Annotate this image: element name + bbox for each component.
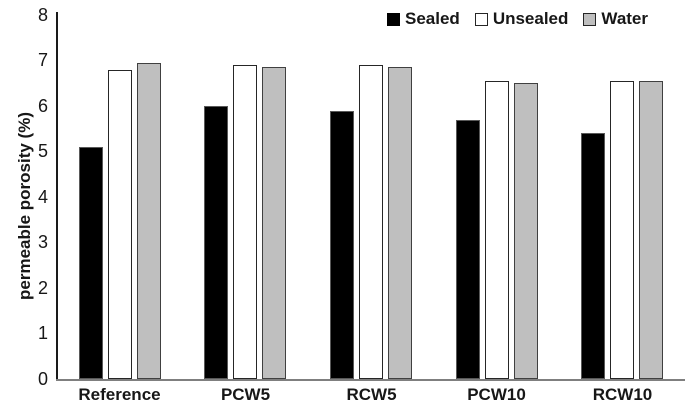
bar-unsealed-pcw10 — [485, 81, 509, 379]
y-axis-line — [56, 12, 58, 381]
legend-label-water: Water — [601, 9, 649, 28]
legend-label-sealed: Sealed — [405, 9, 460, 28]
y-tick-label-8: 8 — [37, 5, 48, 25]
bar-sealed-reference — [79, 147, 103, 379]
x-label-rcw10: RCW10 — [592, 385, 653, 404]
y-tick-label-2: 2 — [37, 278, 48, 298]
y-tick-label-4: 4 — [37, 187, 48, 207]
legend-item-unsealed: Unsealed — [474, 9, 569, 29]
y-tick-label-7: 7 — [37, 50, 48, 70]
bar-sealed-rcw5 — [330, 111, 354, 379]
bar-water-rcw10 — [639, 81, 663, 379]
y-tick-label-1: 1 — [37, 323, 48, 343]
legend-swatch-water-icon — [583, 12, 597, 26]
x-axis-line — [56, 379, 685, 381]
bar-sealed-pcw10 — [456, 120, 480, 379]
bar-group-pcw5 — [204, 65, 286, 379]
bar-sealed-rcw10 — [581, 133, 605, 379]
bar-unsealed-reference — [108, 70, 132, 379]
bar-water-pcw10 — [514, 83, 538, 379]
legend-label-unsealed: Unsealed — [492, 9, 569, 28]
x-label-pcw5: PCW5 — [220, 385, 271, 404]
bar-water-rcw5 — [388, 67, 412, 379]
legend-item-water: Water — [583, 9, 648, 29]
legend-item-sealed: Sealed — [387, 9, 460, 29]
bar-group-pcw10 — [456, 81, 538, 379]
bar-unsealed-rcw5 — [359, 65, 383, 379]
bar-unsealed-pcw5 — [233, 65, 257, 379]
bar-water-reference — [137, 63, 161, 379]
bar-sealed-pcw5 — [204, 106, 228, 379]
legend: Sealed Unsealed Water — [387, 9, 648, 29]
bar-water-pcw5 — [262, 67, 286, 379]
x-label-pcw10: PCW10 — [467, 385, 526, 404]
y-tick-label-3: 3 — [37, 232, 48, 252]
y-tick-label-5: 5 — [37, 141, 48, 161]
bar-group-reference — [79, 63, 161, 379]
y-tick-label-6: 6 — [37, 96, 48, 116]
x-label-rcw5: RCW5 — [346, 385, 397, 404]
bar-unsealed-rcw10 — [610, 81, 634, 379]
x-label-reference: Reference — [78, 385, 161, 404]
legend-swatch-unsealed-icon — [474, 12, 488, 26]
y-tick-label-0: 0 — [37, 369, 48, 389]
bar-group-rcw10 — [581, 81, 663, 379]
bar-group-rcw5 — [330, 65, 412, 379]
legend-swatch-sealed-icon — [387, 12, 400, 26]
